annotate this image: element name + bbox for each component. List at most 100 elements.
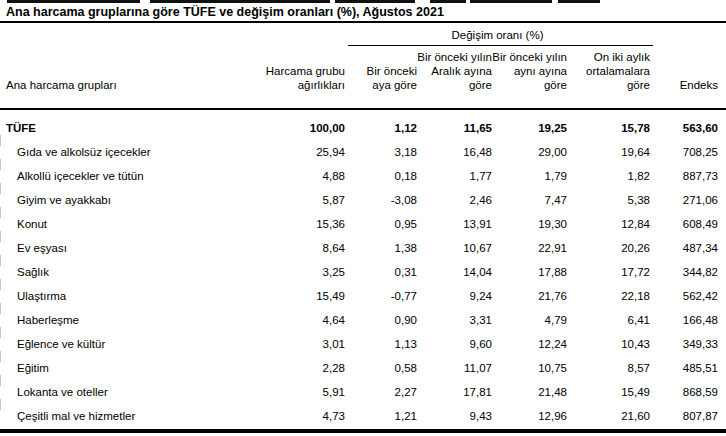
- row-value: 487,34: [650, 242, 718, 254]
- row-value: 12,84: [567, 218, 650, 230]
- row-value: 6,41: [567, 314, 650, 326]
- top-crop-fragment: [335, 0, 415, 3]
- table-body: TÜFE100,001,1211,6519,2515,78563,60Gıda …: [0, 116, 718, 428]
- row-label: Ulaştırma: [0, 290, 230, 302]
- row-value: 12,96: [492, 410, 567, 422]
- row-value: 344,82: [650, 266, 718, 278]
- row-value: 166,48: [650, 314, 718, 326]
- table-row: Eğlence ve kültür3,011,139,6012,2410,433…: [0, 332, 718, 356]
- table-row: Sağlık3,250,3114,0417,8817,72344,82: [0, 260, 718, 284]
- row-label: Haberleşme: [0, 314, 230, 326]
- row-value: 22,18: [567, 290, 650, 302]
- top-crop-fragment: [7, 0, 140, 3]
- row-value: 0,18: [345, 170, 417, 182]
- row-value: 8,57: [567, 362, 650, 374]
- row-value: 100,00: [230, 122, 345, 134]
- row-value: 20,26: [567, 242, 650, 254]
- table-row: Ev eşyası8,641,3810,6722,9120,26487,34: [0, 236, 718, 260]
- row-value: 1,38: [345, 242, 417, 254]
- row-value: 868,59: [650, 386, 718, 398]
- column-header-12m-average: On iki aylık ortalamalara göre: [567, 50, 650, 96]
- row-value: 807,87: [650, 410, 718, 422]
- row-value: 708,25: [650, 146, 718, 158]
- row-value: 13,91: [417, 218, 492, 230]
- group-header-underline: [348, 45, 653, 46]
- row-label: Çeşitli mal ve hizmetler: [0, 410, 230, 422]
- row-value: 10,75: [492, 362, 567, 374]
- row-value: 5,87: [230, 194, 345, 206]
- row-label: Konut: [0, 218, 230, 230]
- row-value: 1,13: [345, 338, 417, 350]
- table-row: Alkollü içecekler ve tütün4,880,181,771,…: [0, 164, 718, 188]
- row-value: 9,43: [417, 410, 492, 422]
- row-value: 1,79: [492, 170, 567, 182]
- column-header-same-month: Bir önceki yılın aynı ayına göre: [492, 50, 567, 96]
- row-value: 15,49: [230, 290, 345, 302]
- row-value: 19,30: [492, 218, 567, 230]
- row-value: 10,43: [567, 338, 650, 350]
- row-value: 0,31: [345, 266, 417, 278]
- row-value: 1,82: [567, 170, 650, 182]
- top-crop-fragment: [150, 0, 330, 3]
- column-header-prev-month: Bir önceki aya göre: [345, 64, 417, 96]
- row-value: 15,78: [567, 122, 650, 134]
- row-value: 4,73: [230, 410, 345, 422]
- row-value: 0,90: [345, 314, 417, 326]
- title-underline: [0, 21, 726, 23]
- column-header-weights: Harcama grubu ağırlıkları: [230, 64, 345, 96]
- header-separator-line: [0, 108, 726, 110]
- row-value: 17,81: [417, 386, 492, 398]
- table-row: Ulaştırma15,49-0,779,2421,7622,18562,42: [0, 284, 718, 308]
- table-bottom-line: [0, 429, 726, 433]
- row-label: Gıda ve alkolsüz içecekler: [0, 146, 230, 158]
- row-label: Lokanta ve oteller: [0, 386, 230, 398]
- row-value: 3,01: [230, 338, 345, 350]
- row-value: 349,33: [650, 338, 718, 350]
- row-label: Sağlık: [0, 266, 230, 278]
- row-value: 15,36: [230, 218, 345, 230]
- row-value: 11,65: [417, 122, 492, 134]
- row-value: 25,94: [230, 146, 345, 158]
- column-header-index: Endeks: [650, 78, 718, 96]
- row-value: 19,25: [492, 122, 567, 134]
- column-header-prev-december: Bir önceki yılın Aralık ayına göre: [417, 50, 492, 96]
- row-value: 271,06: [650, 194, 718, 206]
- row-label: Ev eşyası: [0, 242, 230, 254]
- row-value: 21,48: [492, 386, 567, 398]
- top-crop-fragment: [470, 0, 552, 3]
- row-value: 1,12: [345, 122, 417, 134]
- row-value: 7,47: [492, 194, 567, 206]
- row-value: 3,18: [345, 146, 417, 158]
- table-row: Eğitim2,280,5811,0710,758,57485,51: [0, 356, 718, 380]
- row-value: 562,42: [650, 290, 718, 302]
- row-value: 15,49: [567, 386, 650, 398]
- row-value: 17,88: [492, 266, 567, 278]
- change-rate-group-header: Değişim oranı (%): [345, 29, 650, 41]
- row-value: 3,31: [417, 314, 492, 326]
- row-value: -0,77: [345, 290, 417, 302]
- row-value: 21,76: [492, 290, 567, 302]
- row-value: 2,28: [230, 362, 345, 374]
- row-value: 29,00: [492, 146, 567, 158]
- row-value: 4,79: [492, 314, 567, 326]
- top-crop-fragment: [430, 0, 466, 3]
- table-row: Çeşitli mal ve hizmetler4,731,219,4312,9…: [0, 404, 718, 428]
- row-value: 8,64: [230, 242, 345, 254]
- table-row: Konut15,360,9513,9119,3012,84608,49: [0, 212, 718, 236]
- row-value: 2,46: [417, 194, 492, 206]
- row-value: 12,24: [492, 338, 567, 350]
- row-value: 5,91: [230, 386, 345, 398]
- row-value: 17,72: [567, 266, 650, 278]
- top-crop-fragment: [558, 0, 600, 3]
- row-value: -3,08: [345, 194, 417, 206]
- row-value: 0,58: [345, 362, 417, 374]
- row-value: 1,21: [345, 410, 417, 422]
- row-value: 9,24: [417, 290, 492, 302]
- row-value: 4,64: [230, 314, 345, 326]
- column-header-groups: Ana harcama grupları: [0, 78, 230, 96]
- row-value: 16,48: [417, 146, 492, 158]
- table-row: Gıda ve alkolsüz içecekler25,943,1816,48…: [0, 140, 718, 164]
- row-value: 485,51: [650, 362, 718, 374]
- table-row: TÜFE100,001,1211,6519,2515,78563,60: [0, 116, 718, 140]
- table-row: Lokanta ve oteller5,912,2717,8121,4815,4…: [0, 380, 718, 404]
